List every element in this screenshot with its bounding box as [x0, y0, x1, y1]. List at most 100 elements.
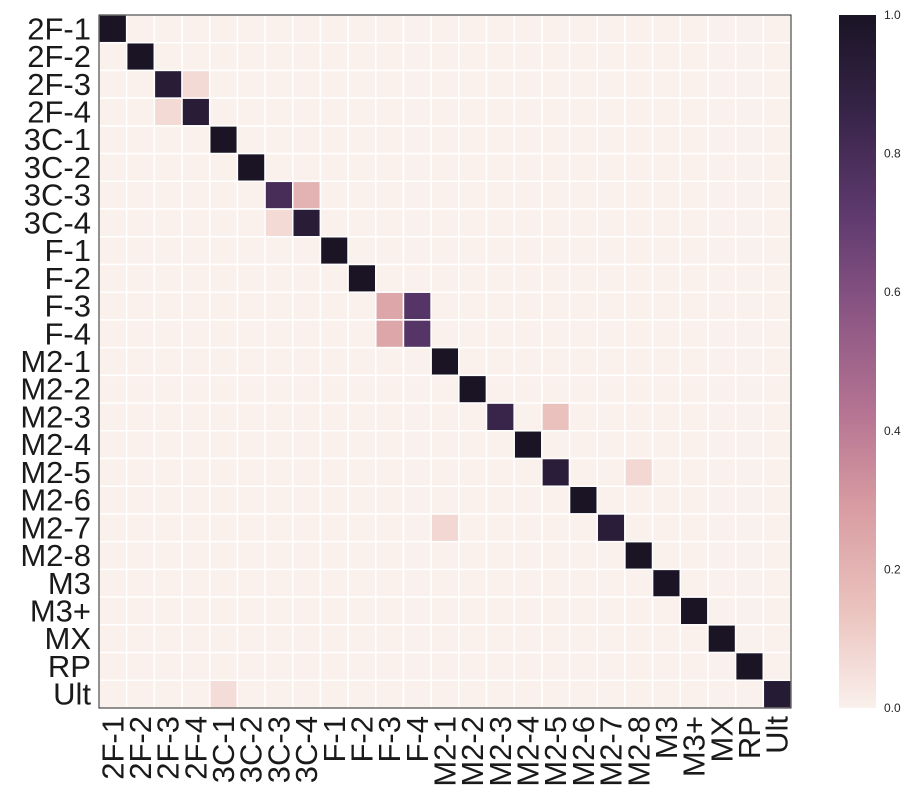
heatmap-cell-M2-3-2F-2: [125, 402, 156, 432]
heatmap-cell-M2-2-2F-2: [125, 374, 156, 404]
column-label-2F-3: 2F-3: [151, 716, 186, 780]
heatmap-cell-MX-F-2: [347, 624, 377, 654]
heatmap-cell-F-1-3C-3: [264, 236, 294, 266]
heatmap-cell-2F-4-M2-5: [541, 97, 571, 127]
heatmap-cell-MX-M3+: [679, 624, 709, 654]
heatmap-cell-Ult-M2-3: [485, 679, 515, 709]
heatmap-cell-2F-3-F-4: [402, 69, 432, 99]
heatmap-cell-F-1-RP: [734, 236, 765, 266]
heatmap-cell-F-2-F-1: [319, 263, 349, 293]
heatmap-cell-2F-4-3C-2: [236, 97, 266, 127]
heatmap-cell-2F-4-F-3: [375, 97, 405, 127]
heatmap-cell-F-2-M2-6: [568, 263, 598, 293]
heatmap-cell-2F-2-F-3: [375, 41, 405, 72]
heatmap-cell-MX-3C-4: [292, 624, 322, 654]
heatmap-cell-M2-5-M2-4: [513, 457, 543, 487]
heatmap-cell-M2-3-2F-4: [181, 402, 211, 432]
column-label-2F-2: 2F-2: [123, 716, 158, 780]
heatmap-cell-M2-5-F-2: [347, 457, 377, 487]
column-label-F-2: F-2: [344, 716, 379, 763]
heatmap-cell-M2-3-M2-6: [568, 402, 598, 432]
heatmap-cell-2F-4-2F-4: [181, 97, 211, 127]
heatmap-cell-M3+-F-3: [375, 596, 405, 626]
colorbar-tick-label: 0.4: [884, 424, 901, 438]
row-label-M3+: M3+: [30, 593, 91, 628]
column-label-F-4: F-4: [400, 716, 435, 763]
heatmap-cell-RP-M3+: [679, 651, 709, 682]
heatmap-cell-RP-M2-7: [596, 651, 626, 682]
column-label-M2-6: M2-6: [566, 716, 601, 787]
heatmap-cell-3C-4-2F-3: [153, 208, 183, 238]
heatmap-cell-M2-2-M2-4: [513, 374, 543, 404]
heatmap-cell-3C-2-M2-8: [624, 152, 654, 183]
heatmap-cell-RP-2F-4: [181, 651, 211, 682]
heatmap-cell-M2-3-M2-2: [458, 402, 488, 432]
heatmap-cell-M3+-Ult: [762, 596, 792, 626]
heatmap-cell-M3+-3C-1: [208, 596, 239, 626]
heatmap-cell-M2-6-M2-5: [541, 485, 571, 515]
heatmap-cell-M2-2-M2-5: [541, 374, 571, 404]
heatmap-cell-M3+-M2-5: [541, 596, 571, 626]
heatmap-cell-F-2-2F-3: [153, 263, 183, 293]
heatmap-cell-M2-5-2F-2: [125, 457, 156, 487]
heatmap-cell-MX-F-1: [319, 624, 349, 654]
heatmap-cell-M3+-M3+: [679, 596, 709, 626]
heatmap-cell-M2-7-M2-5: [541, 513, 571, 543]
heatmap-cell-M2-4-Ult: [762, 430, 792, 460]
heatmap-cell-M3+-M2-8: [624, 596, 654, 626]
heatmap-cell-M2-1-3C-2: [236, 346, 266, 377]
heatmap-cell-M2-3-3C-1: [208, 402, 239, 432]
heatmap-cell-F-4-RP: [734, 319, 765, 349]
heatmap-cell-M2-4-M3: [651, 430, 682, 460]
heatmap-cell-F-1-2F-1: [98, 236, 128, 266]
heatmap-cell-F-3-F-2: [347, 291, 377, 321]
heatmap-cell-M2-5-M2-8: [624, 457, 654, 487]
column-label-2F-1: 2F-1: [95, 716, 130, 780]
heatmap-cell-3C-4-M2-8: [624, 208, 654, 238]
heatmap-cell-M2-8-M2-8: [624, 540, 654, 571]
heatmap-cell-3C-3-F-1: [319, 180, 349, 210]
heatmap-cell-MX-3C-1: [208, 624, 239, 654]
heatmap-cell-M2-7-F-4: [402, 513, 432, 543]
heatmap-cell-3C-2-RP: [734, 152, 765, 183]
heatmap-cell-M2-1-2F-1: [98, 346, 128, 377]
heatmap-cell-Ult-F-4: [402, 679, 432, 709]
heatmap-cell-3C-4-3C-2: [236, 208, 266, 238]
heatmap-cell-2F-4-2F-2: [125, 97, 156, 127]
heatmap-cell-2F-2-F-2: [347, 41, 377, 72]
heatmap-cell-F-2-M2-2: [458, 263, 488, 293]
heatmap-cell-2F-2-M2-6: [568, 41, 598, 72]
heatmap-cell-M2-2-F-3: [375, 374, 405, 404]
heatmap-cell-M2-6-M2-2: [458, 485, 488, 515]
heatmap-cell-M2-7-M3: [651, 513, 682, 543]
heatmap-cell-F-2-M3: [651, 263, 682, 293]
heatmap-cell-F-3-2F-1: [98, 291, 128, 321]
column-labels: 2F-12F-22F-32F-43C-13C-23C-33C-4F-1F-2F-…: [95, 716, 794, 787]
heatmap-cell-2F-3-M3+: [679, 69, 709, 99]
heatmap-cell-M2-6-M2-8: [624, 485, 654, 515]
heatmap-cell-F-3-3C-4: [292, 291, 322, 321]
heatmap-cell-F-3-M2-2: [458, 291, 488, 321]
heatmap-cell-M2-5-F-3: [375, 457, 405, 487]
heatmap-cell-2F-3-2F-4: [181, 69, 211, 99]
heatmap-cell-M2-8-M2-3: [485, 540, 515, 571]
heatmap-cell-Ult-F-2: [347, 679, 377, 709]
heatmap-cell-M2-6-M2-1: [430, 485, 460, 515]
heatmap-cell-M3-M2-3: [485, 568, 515, 598]
heatmap-cell-F-1-F-3: [375, 236, 405, 266]
heatmap-cell-M2-1-2F-2: [125, 346, 156, 377]
heatmap-cell-2F-1-M3: [651, 14, 682, 44]
heatmap-cell-M2-3-M3+: [679, 402, 709, 432]
heatmap-cell-M2-8-M3+: [679, 540, 709, 571]
heatmap-cell-2F-1-F-4: [402, 14, 432, 44]
heatmap-cell-M3-M2-7: [596, 568, 626, 598]
heatmap-cell-M2-6-F-2: [347, 485, 377, 515]
column-label-MX: MX: [704, 716, 739, 763]
heatmap-cell-M2-8-M2-6: [568, 540, 598, 571]
heatmap-cell-F-2-RP: [734, 263, 765, 293]
heatmap-cell-M2-8-F-3: [375, 540, 405, 571]
heatmap-cell-2F-3-M2-2: [458, 69, 488, 99]
heatmap-cell-M2-2-M3+: [679, 374, 709, 404]
heatmap-cell-2F-1-M3+: [679, 14, 709, 44]
